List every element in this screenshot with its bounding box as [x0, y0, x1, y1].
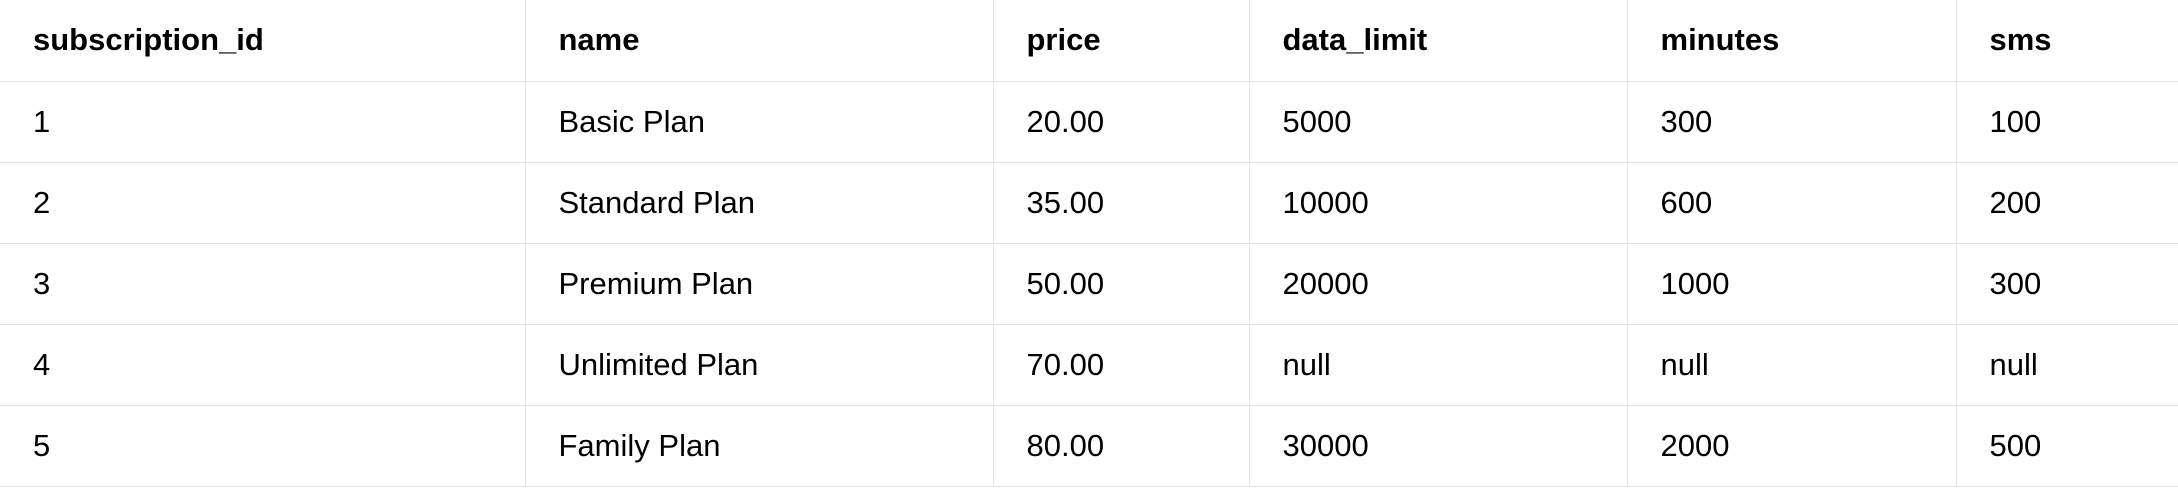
table-header-row: subscription_id name price data_limit mi…: [0, 0, 2178, 82]
cell-subscription-id: 1: [0, 80, 526, 163]
cell-name: Standard Plan: [524, 161, 994, 244]
cell-minutes: 300: [1626, 80, 1957, 163]
cell-name: Unlimited Plan: [524, 323, 994, 406]
column-header-minutes[interactable]: minutes: [1626, 0, 1957, 82]
cell-price: 50.00: [992, 242, 1250, 325]
column-header-price[interactable]: price: [992, 0, 1250, 82]
column-header-subscription-id[interactable]: subscription_id: [0, 0, 526, 82]
column-header-name[interactable]: name: [524, 0, 994, 82]
table-row: 1 Basic Plan 20.00 5000 300 100: [0, 80, 2178, 163]
cell-subscription-id: 2: [0, 161, 526, 244]
cell-name: Basic Plan: [524, 80, 994, 163]
cell-minutes: 600: [1626, 161, 1957, 244]
cell-data-limit: 30000: [1248, 404, 1628, 487]
cell-sms: 300: [1955, 242, 2178, 325]
table-row: 3 Premium Plan 50.00 20000 1000 300: [0, 242, 2178, 325]
cell-data-limit: null: [1248, 323, 1628, 406]
cell-subscription-id: 3: [0, 242, 526, 325]
cell-data-limit: 5000: [1248, 80, 1628, 163]
cell-data-limit: 20000: [1248, 242, 1628, 325]
cell-name: Family Plan: [524, 404, 994, 487]
table-row: 4 Unlimited Plan 70.00 null null null: [0, 323, 2178, 406]
table-row: 2 Standard Plan 35.00 10000 600 200: [0, 161, 2178, 244]
column-header-data-limit[interactable]: data_limit: [1248, 0, 1628, 82]
cell-sms: null: [1955, 323, 2178, 406]
cell-sms: 100: [1955, 80, 2178, 163]
cell-minutes: 2000: [1626, 404, 1957, 487]
cell-sms: 200: [1955, 161, 2178, 244]
cell-name: Premium Plan: [524, 242, 994, 325]
cell-price: 80.00: [992, 404, 1250, 487]
cell-price: 35.00: [992, 161, 1250, 244]
column-header-sms[interactable]: sms: [1955, 0, 2178, 82]
cell-data-limit: 10000: [1248, 161, 1628, 244]
cell-subscription-id: 5: [0, 404, 526, 487]
cell-price: 20.00: [992, 80, 1250, 163]
table-row: 5 Family Plan 80.00 30000 2000 500: [0, 404, 2178, 487]
cell-minutes: null: [1626, 323, 1957, 406]
cell-minutes: 1000: [1626, 242, 1957, 325]
cell-price: 70.00: [992, 323, 1250, 406]
cell-subscription-id: 4: [0, 323, 526, 406]
cell-sms: 500: [1955, 404, 2178, 487]
